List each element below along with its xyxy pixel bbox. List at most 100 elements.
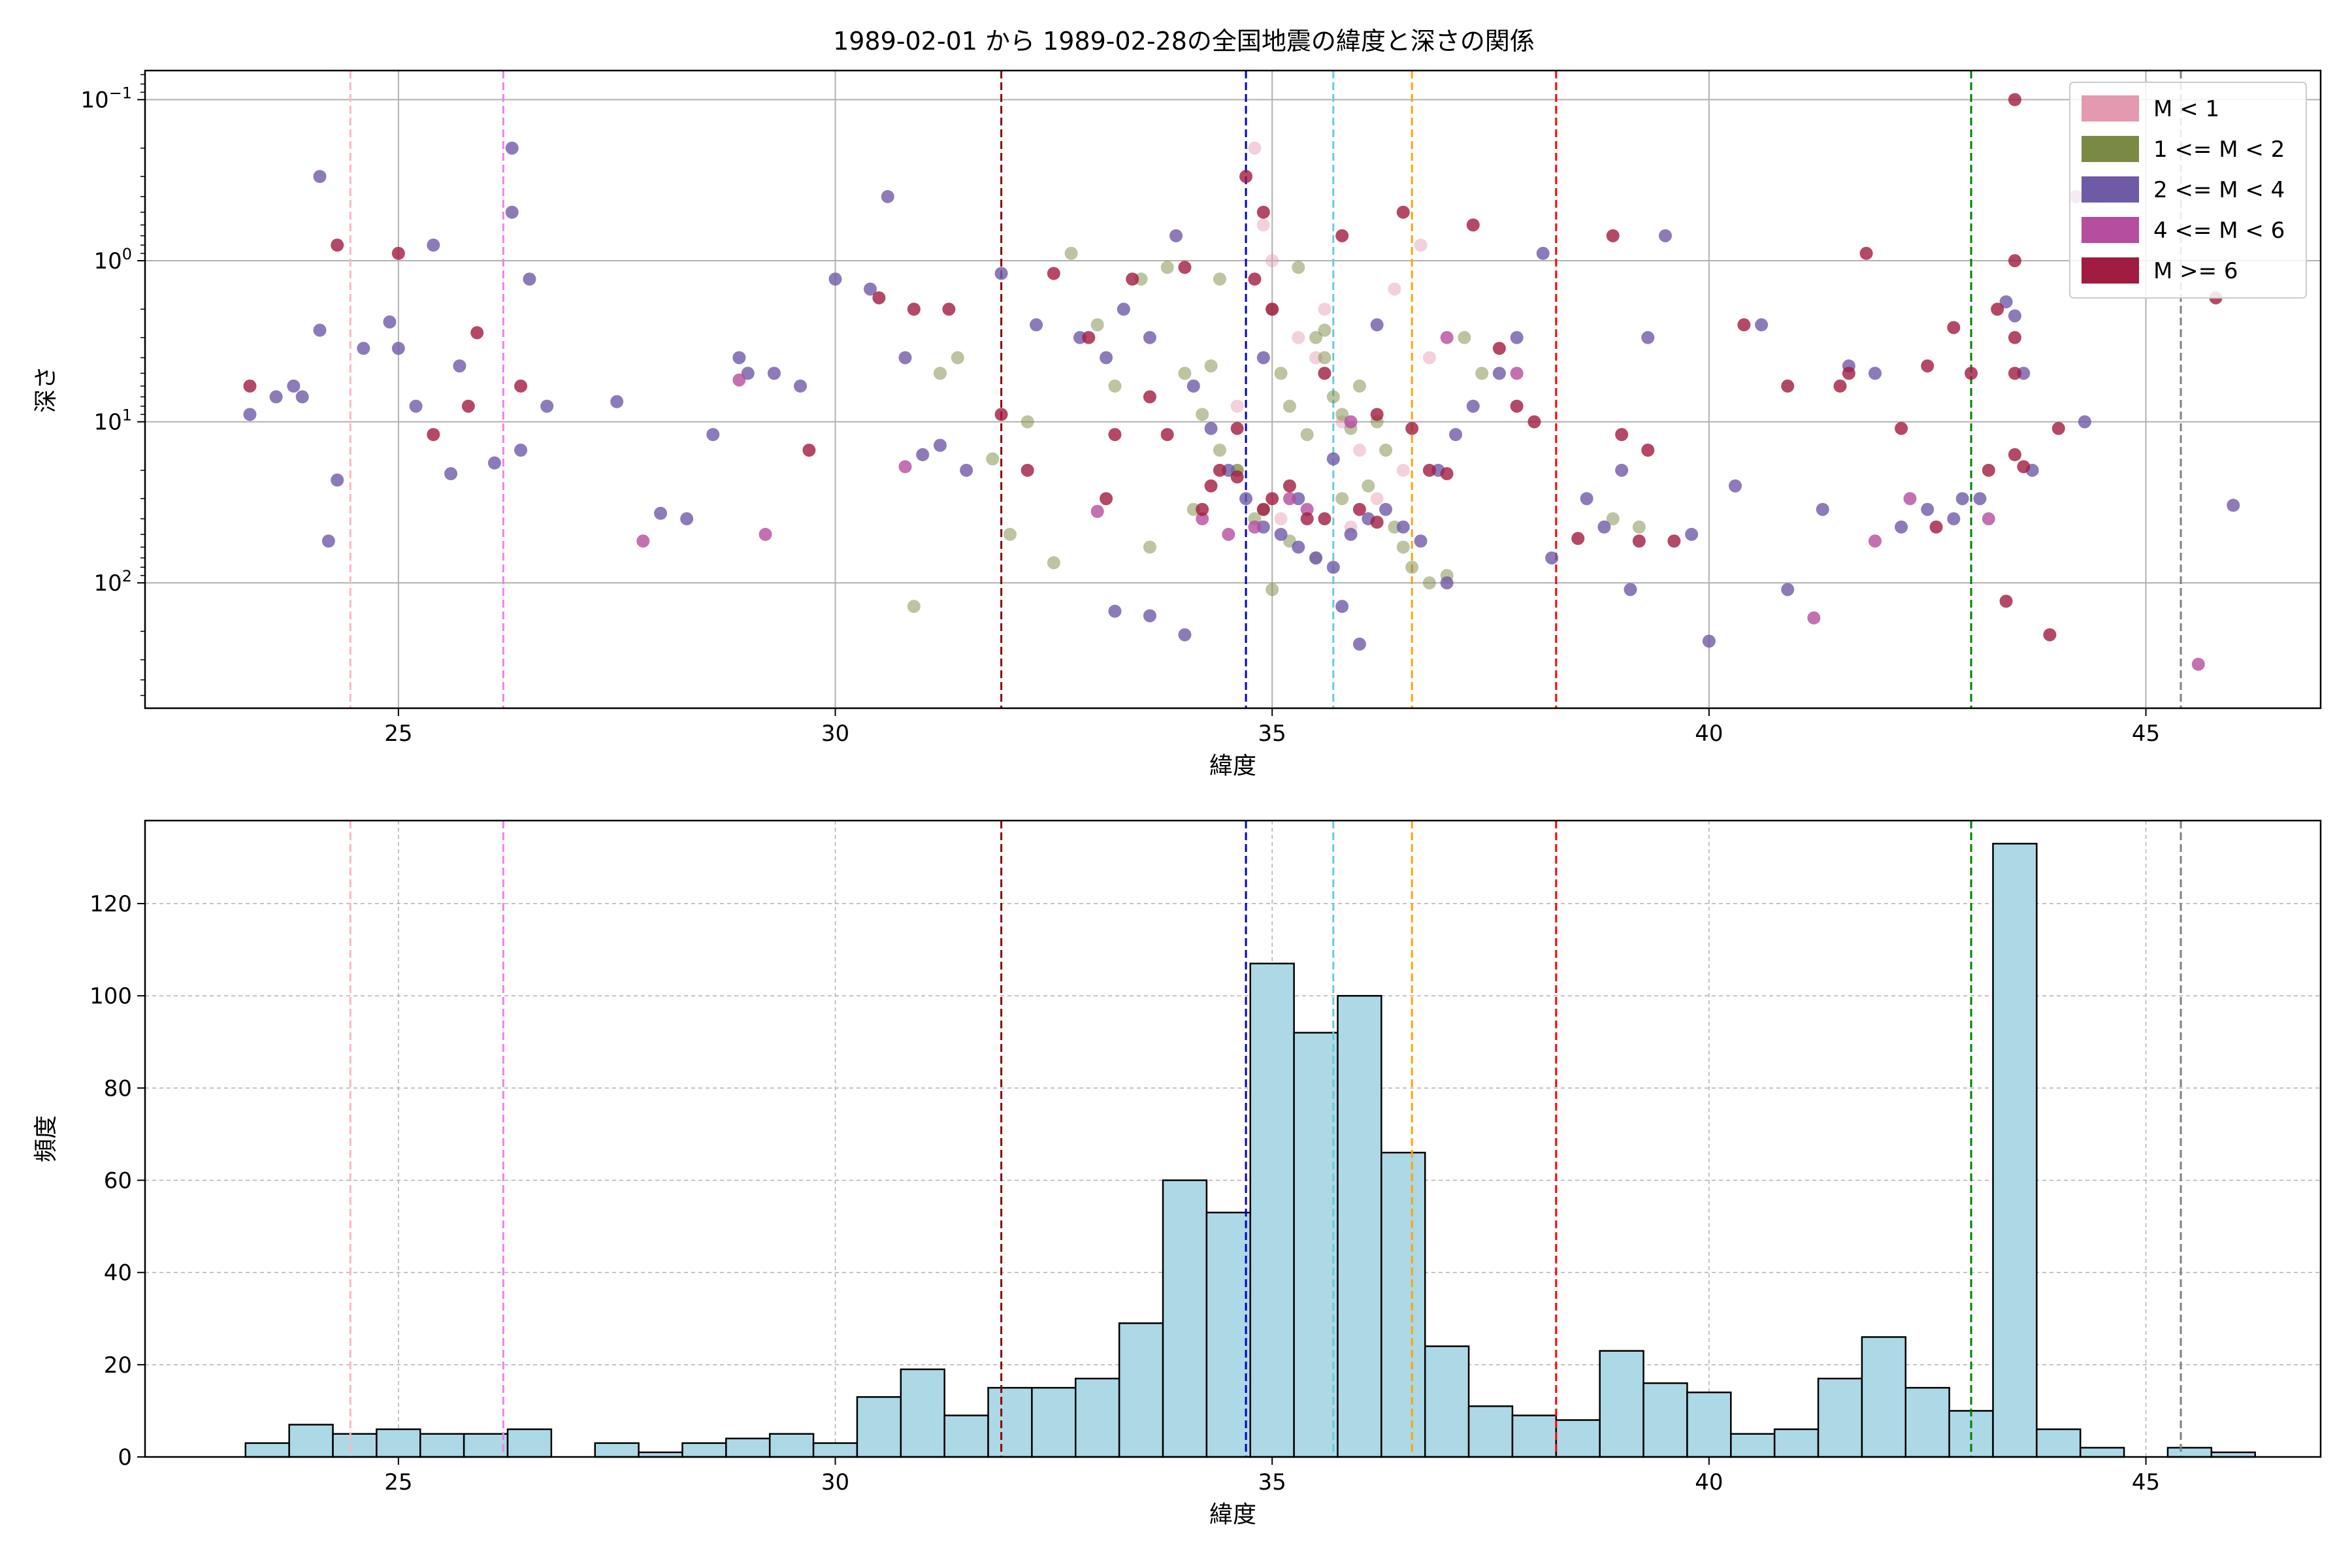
data-point xyxy=(1117,302,1130,316)
data-point xyxy=(1615,428,1629,442)
data-point xyxy=(1624,583,1637,596)
data-point xyxy=(610,395,624,408)
data-point xyxy=(243,379,257,393)
data-point xyxy=(1344,527,1358,541)
data-point xyxy=(1414,534,1428,548)
data-point xyxy=(1982,512,1995,526)
data-point xyxy=(1256,205,1270,219)
y-tick-label: 100 xyxy=(93,245,132,274)
data-point xyxy=(706,428,720,442)
data-point xyxy=(1991,302,2004,316)
data-point xyxy=(1842,367,1855,380)
data-point xyxy=(994,408,1008,421)
legend-label: 4 <= M < 6 xyxy=(2153,218,2285,244)
data-point xyxy=(1510,331,1524,344)
data-point xyxy=(1204,421,1218,435)
histogram-bar xyxy=(506,1428,553,1458)
data-point xyxy=(1816,502,1829,516)
data-point xyxy=(1352,444,1366,457)
data-point xyxy=(1108,604,1122,618)
data-point xyxy=(1282,492,1296,506)
histogram-bar xyxy=(1337,994,1382,1458)
data-point xyxy=(1196,408,1209,421)
data-point xyxy=(1658,229,1672,242)
data-point xyxy=(1868,534,1882,548)
data-point xyxy=(1178,367,1192,380)
data-point xyxy=(1396,540,1410,554)
data-point xyxy=(1326,452,1340,466)
data-point xyxy=(1178,261,1192,274)
x-tick-label: 35 xyxy=(1258,1469,1286,1495)
histogram-bar xyxy=(2166,1446,2213,1458)
y-tick-label: 120 xyxy=(90,891,132,917)
data-point xyxy=(1213,444,1226,457)
legend-swatch xyxy=(2082,95,2139,122)
data-point xyxy=(2043,628,2057,642)
data-point xyxy=(1536,246,1550,260)
data-point xyxy=(654,506,668,520)
data-point xyxy=(321,534,335,548)
x-tick-label: 30 xyxy=(821,721,849,747)
data-point xyxy=(505,141,519,155)
histogram-bar xyxy=(681,1442,727,1458)
y-tick-label: 0 xyxy=(118,1445,132,1471)
histogram-bar xyxy=(244,1442,290,1458)
data-point xyxy=(1196,502,1209,516)
data-point xyxy=(794,379,808,393)
data-point xyxy=(1405,561,1419,574)
data-point xyxy=(391,342,405,355)
data-point xyxy=(1335,600,1349,613)
legend-swatch xyxy=(2082,176,2139,203)
data-point xyxy=(1292,540,1305,554)
data-point xyxy=(2078,415,2091,429)
data-point xyxy=(1702,634,1716,648)
data-point xyxy=(1300,428,1314,442)
data-point xyxy=(1422,351,1436,365)
data-point xyxy=(1178,628,1192,642)
data-point xyxy=(1204,479,1218,493)
data-point xyxy=(759,527,772,541)
histogram-bar xyxy=(1817,1377,1863,1458)
data-point xyxy=(1318,351,1331,365)
data-point xyxy=(1309,331,1323,344)
data-point xyxy=(881,189,894,203)
data-point xyxy=(1335,229,1349,242)
x-axis-label: 緯度 xyxy=(1209,753,1256,779)
data-point xyxy=(1090,318,1104,332)
data-point xyxy=(1868,367,1882,380)
histogram-bar xyxy=(288,1424,334,1458)
data-point xyxy=(1239,170,1253,184)
histogram-bar xyxy=(856,1396,902,1458)
data-point xyxy=(1352,637,1366,651)
y-tick-label: 20 xyxy=(104,1352,132,1379)
data-point xyxy=(1999,595,2013,608)
data-point xyxy=(1475,367,1489,380)
data-point xyxy=(951,351,964,365)
y-tick-label: 80 xyxy=(104,1075,132,1102)
histogram-bar xyxy=(725,1437,771,1458)
data-point xyxy=(1781,379,1795,393)
data-point xyxy=(1999,295,2013,308)
data-point xyxy=(1641,444,1655,457)
data-point xyxy=(1370,408,1384,421)
data-point xyxy=(1405,421,1419,435)
data-point xyxy=(1606,229,1620,242)
data-point xyxy=(2008,448,2021,461)
data-point xyxy=(2191,657,2205,671)
data-point xyxy=(2227,498,2240,512)
histogram-bar xyxy=(768,1433,815,1458)
histogram-panel: 25 30 35 40 45 0 20 40 60 80 100 120 緯度 頻度 xyxy=(33,819,2322,1528)
histogram-bar xyxy=(1599,1350,1644,1458)
histogram-bar xyxy=(1467,1405,1514,1458)
data-point xyxy=(427,428,440,442)
legend-swatch xyxy=(2082,217,2139,243)
data-point xyxy=(391,246,405,260)
data-point xyxy=(1728,479,1742,493)
data-point xyxy=(1292,331,1305,344)
data-point xyxy=(287,379,301,393)
data-point xyxy=(1580,492,1593,506)
data-point xyxy=(1440,576,1454,590)
data-point xyxy=(1510,367,1524,380)
data-point xyxy=(1274,512,1288,526)
data-point xyxy=(1230,470,1244,484)
